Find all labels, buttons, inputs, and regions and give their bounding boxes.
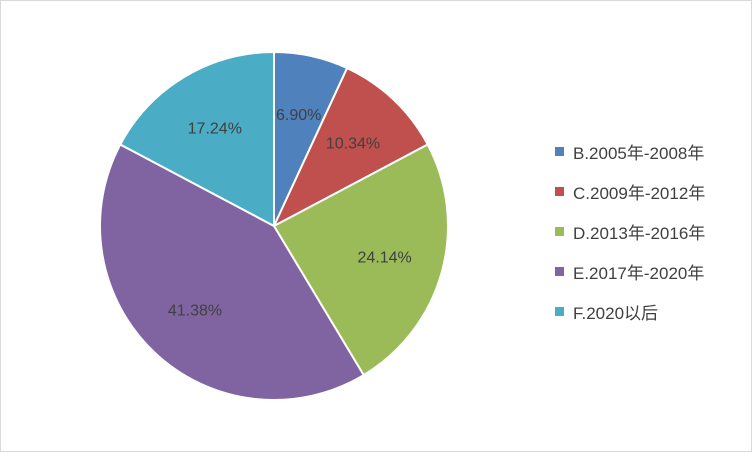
legend-item: E.2017年-2020年 [555,257,705,285]
data-label-1: 6.90% [276,107,321,124]
legend-swatch [555,186,564,196]
legend-label: C.2009年-2012年 [573,183,706,203]
legend-item: D.2013年-2016年 [555,217,705,245]
legend: B.2005年-2008年 C.2009年-2012年 D.2013年-2016年 E… [555,137,705,325]
data-label-4: 41.38% [168,302,222,319]
pie-slice-5 [118,50,275,228]
legend-label: E.2017年-2020年 [573,263,705,283]
data-label-3: 24.14% [358,250,412,267]
legend-swatch [555,266,564,276]
legend-item: F.2020以后 [555,297,705,325]
data-label-5: 17.24% [188,121,242,138]
legend-item: B.2005年-2008年 [555,137,705,165]
legend-item: C.2009年-2012年 [555,177,705,205]
legend-label: D.2013年-2016年 [573,223,706,243]
legend-swatch [555,146,564,156]
legend-label: B.2005年-2008年 [573,143,705,163]
pie-slice-2 [271,66,430,229]
legend-swatch [555,226,564,236]
legend-swatch [555,306,564,316]
pie-slice-4 [99,143,366,401]
pie-slice-3 [272,143,449,377]
data-label-2: 10.34% [326,136,380,153]
legend-label: F.2020以后 [573,303,659,323]
